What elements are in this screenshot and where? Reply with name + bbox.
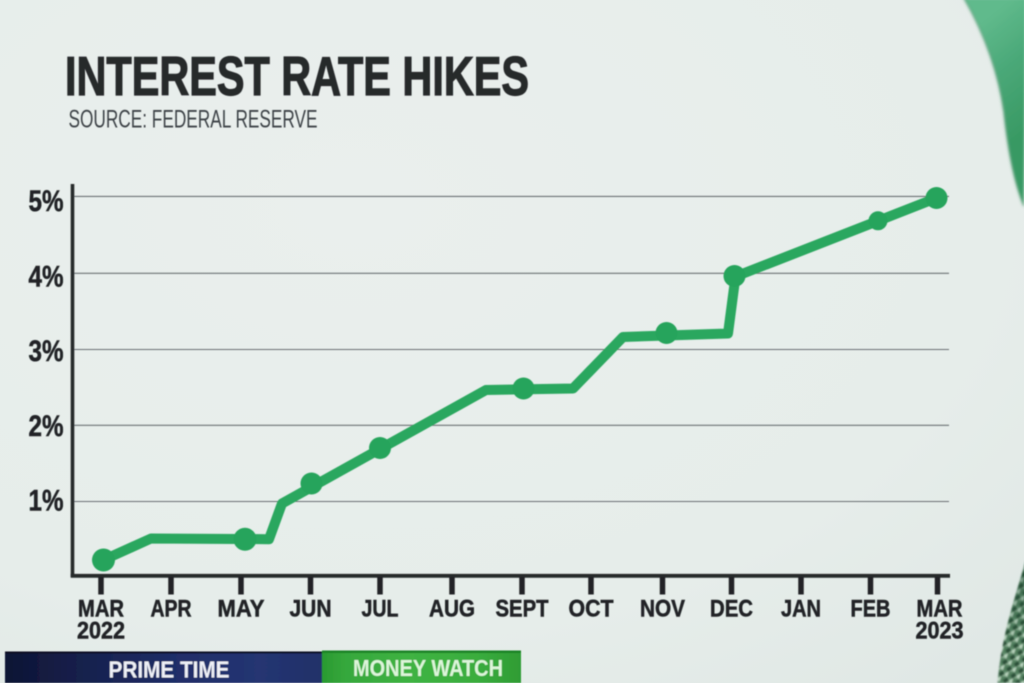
svg-text:MONEY WATCH: MONEY WATCH	[353, 655, 503, 681]
svg-text:2022: 2022	[77, 618, 125, 645]
svg-text:PRIME TIME: PRIME TIME	[109, 657, 230, 683]
svg-text:JAN: JAN	[781, 596, 821, 623]
svg-text:1%: 1%	[29, 485, 64, 518]
svg-text:3%: 3%	[29, 335, 64, 368]
svg-text:INTEREST RATE HIKES: INTEREST RATE HIKES	[65, 45, 529, 107]
svg-text:2023: 2023	[916, 618, 964, 645]
svg-text:AUG: AUG	[429, 596, 475, 623]
svg-text:NOV: NOV	[640, 596, 685, 623]
svg-text:SEPT: SEPT	[496, 596, 549, 623]
svg-text:JUL: JUL	[362, 596, 399, 623]
svg-text:2%: 2%	[29, 410, 64, 443]
svg-text:4%: 4%	[29, 261, 64, 294]
svg-text:FEB: FEB	[851, 596, 891, 623]
svg-text:APR: APR	[151, 596, 192, 623]
svg-text:MAR: MAR	[78, 596, 124, 623]
svg-text:MAR: MAR	[917, 596, 963, 623]
svg-text:JUN: JUN	[290, 596, 332, 623]
svg-text:5%: 5%	[29, 185, 64, 218]
svg-text:DEC: DEC	[710, 596, 753, 623]
svg-text:OCT: OCT	[569, 596, 614, 623]
svg-text:MAY: MAY	[218, 596, 265, 623]
svg-text:SOURCE: FEDERAL RESERVE: SOURCE: FEDERAL RESERVE	[69, 106, 318, 134]
